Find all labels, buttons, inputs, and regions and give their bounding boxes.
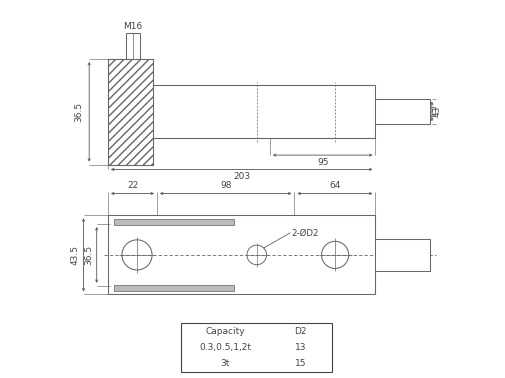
Polygon shape xyxy=(375,99,429,124)
Polygon shape xyxy=(108,59,153,164)
Polygon shape xyxy=(181,324,331,372)
Text: 98: 98 xyxy=(220,181,231,190)
Text: 22: 22 xyxy=(127,181,138,190)
Text: 2-ØD2: 2-ØD2 xyxy=(291,228,319,237)
Text: 15: 15 xyxy=(294,359,306,368)
Text: 64: 64 xyxy=(329,181,340,190)
Text: 36.5: 36.5 xyxy=(84,245,93,265)
Polygon shape xyxy=(114,219,234,225)
Text: 3t: 3t xyxy=(220,359,229,368)
Text: 0.3,0.5,1,2t: 0.3,0.5,1,2t xyxy=(199,343,250,352)
Polygon shape xyxy=(114,285,234,291)
Text: 43: 43 xyxy=(432,106,441,117)
Text: 95: 95 xyxy=(316,158,328,167)
Polygon shape xyxy=(375,239,429,271)
Text: D2: D2 xyxy=(293,327,306,336)
Text: 43.5: 43.5 xyxy=(71,245,80,265)
Text: M16: M16 xyxy=(123,22,142,31)
Text: 36.5: 36.5 xyxy=(74,102,83,122)
Text: 13: 13 xyxy=(294,343,306,352)
Text: 203: 203 xyxy=(233,172,250,181)
Text: Capacity: Capacity xyxy=(205,327,244,336)
